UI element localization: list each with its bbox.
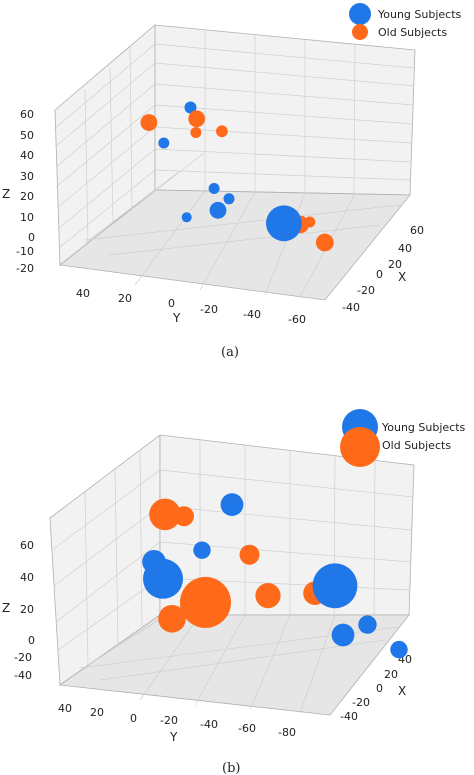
data-points (140, 101, 334, 252)
z-tick-label: -20 (16, 262, 34, 275)
young-subject-point (193, 541, 211, 559)
grid-lines (54, 30, 415, 298)
x-tick-label: 40 (398, 242, 412, 255)
old-subject-point (149, 498, 181, 531)
y-tick-label: -40 (243, 308, 261, 321)
x-axis-label: X (398, 270, 406, 284)
legend-marker-young (349, 3, 371, 25)
x-tick-label: 0 (376, 682, 383, 695)
legend-marker-old (340, 427, 380, 467)
legend-label-old: Old Subjects (378, 26, 447, 39)
y-axis-label: Y (172, 311, 181, 325)
x-tick-labels: 40 20 0 -20 -40 (340, 653, 412, 723)
x-tick-label: 20 (388, 258, 402, 271)
z-tick-label: -40 (14, 669, 32, 682)
old-subject-point (188, 110, 206, 128)
z-tick-label: 10 (20, 211, 34, 224)
y-axis-label: Y (169, 730, 178, 744)
z-axis-label: Z (2, 601, 10, 615)
panel-a: 60 50 40 30 20 10 0 -10 -20 Z 40 20 0 -2… (2, 3, 462, 360)
legend-marker-old (352, 24, 368, 40)
y-tick-label: 40 (76, 287, 90, 300)
young-subject-point (220, 493, 244, 516)
x-tick-label: -40 (342, 301, 360, 314)
z-tick-label: 20 (20, 190, 34, 203)
y-tick-label: -20 (160, 714, 178, 727)
z-axis-label: Z (2, 187, 10, 201)
x-tick-label: 60 (410, 224, 424, 237)
young-subject-point (209, 201, 227, 219)
x-axis-label: X (398, 684, 406, 698)
young-subject-point (181, 212, 192, 223)
old-subject-point (239, 544, 260, 565)
z-tick-label: -20 (14, 651, 32, 664)
z-tick-label: 0 (28, 231, 35, 244)
z-tick-label: 60 (20, 539, 34, 552)
young-subject-point (266, 205, 302, 242)
z-tick-label: 30 (20, 170, 34, 183)
data-points (142, 493, 408, 659)
legend-label-young: Young Subjects (381, 421, 466, 434)
z-tick-label: 0 (28, 634, 35, 647)
legend-label-young: Young Subjects (377, 8, 462, 21)
y-tick-labels: 40 20 0 -20 -40 -60 (76, 287, 306, 326)
young-subject-point (312, 563, 358, 609)
y-tick-label: 20 (118, 292, 132, 305)
old-subject-point (158, 605, 186, 633)
young-subject-point (331, 623, 355, 647)
x-tick-label: 0 (376, 268, 383, 281)
caption-b: (b) (222, 761, 240, 775)
z-tick-label: 20 (20, 603, 34, 616)
young-subject-point (390, 640, 408, 659)
y-tick-labels: 40 20 0 -20 -40 -60 -80 (58, 702, 296, 739)
young-subject-point (143, 558, 183, 599)
y-tick-label: 40 (58, 702, 72, 715)
young-subject-point (208, 183, 220, 194)
old-subject-point (216, 125, 228, 138)
z-tick-labels: 60 50 40 30 20 10 0 -10 -20 (16, 108, 35, 275)
panel-b: 60 40 20 0 -20 -40 Z 40 20 0 -20 -40 -60… (2, 409, 466, 775)
old-subject-point (140, 114, 158, 131)
x-tick-label: -20 (352, 696, 370, 709)
y-tick-label: -20 (200, 303, 218, 316)
y-tick-label: -60 (238, 722, 256, 735)
z-tick-label: 50 (20, 129, 34, 142)
y-tick-label: 0 (168, 297, 175, 310)
old-subject-point (180, 576, 231, 628)
young-subject-point (158, 137, 170, 149)
old-subject-point (255, 583, 281, 609)
young-subject-point (223, 193, 235, 205)
y-tick-label: 0 (130, 712, 137, 725)
x-tick-label: -20 (357, 284, 375, 297)
old-subject-point (190, 127, 202, 138)
old-subject-point (174, 506, 194, 527)
old-subject-point (315, 233, 334, 252)
x-tick-label: -40 (340, 710, 358, 723)
z-tick-label: 60 (20, 108, 34, 121)
y-tick-label: -60 (288, 313, 306, 326)
y-tick-label: -40 (200, 718, 218, 731)
x-tick-label: 20 (384, 668, 398, 681)
z-tick-labels: 60 40 20 0 -20 -40 (14, 539, 35, 682)
old-subject-point (304, 216, 316, 228)
legend-label-old: Old Subjects (382, 439, 451, 452)
floor-pane (59, 189, 411, 301)
x-tick-labels: 60 40 20 0 -20 -40 (342, 224, 424, 314)
y-tick-label: -80 (278, 726, 296, 739)
z-tick-label: -10 (16, 245, 34, 258)
young-subject-point (358, 615, 377, 634)
young-subject-point (184, 101, 197, 114)
caption-a: (a) (221, 345, 239, 360)
legend: Young Subjects Old Subjects (340, 409, 466, 467)
legend: Young Subjects Old Subjects (349, 3, 462, 40)
y-tick-label: 20 (90, 706, 104, 719)
z-tick-label: 40 (20, 149, 34, 162)
z-tick-label: 40 (20, 571, 34, 584)
